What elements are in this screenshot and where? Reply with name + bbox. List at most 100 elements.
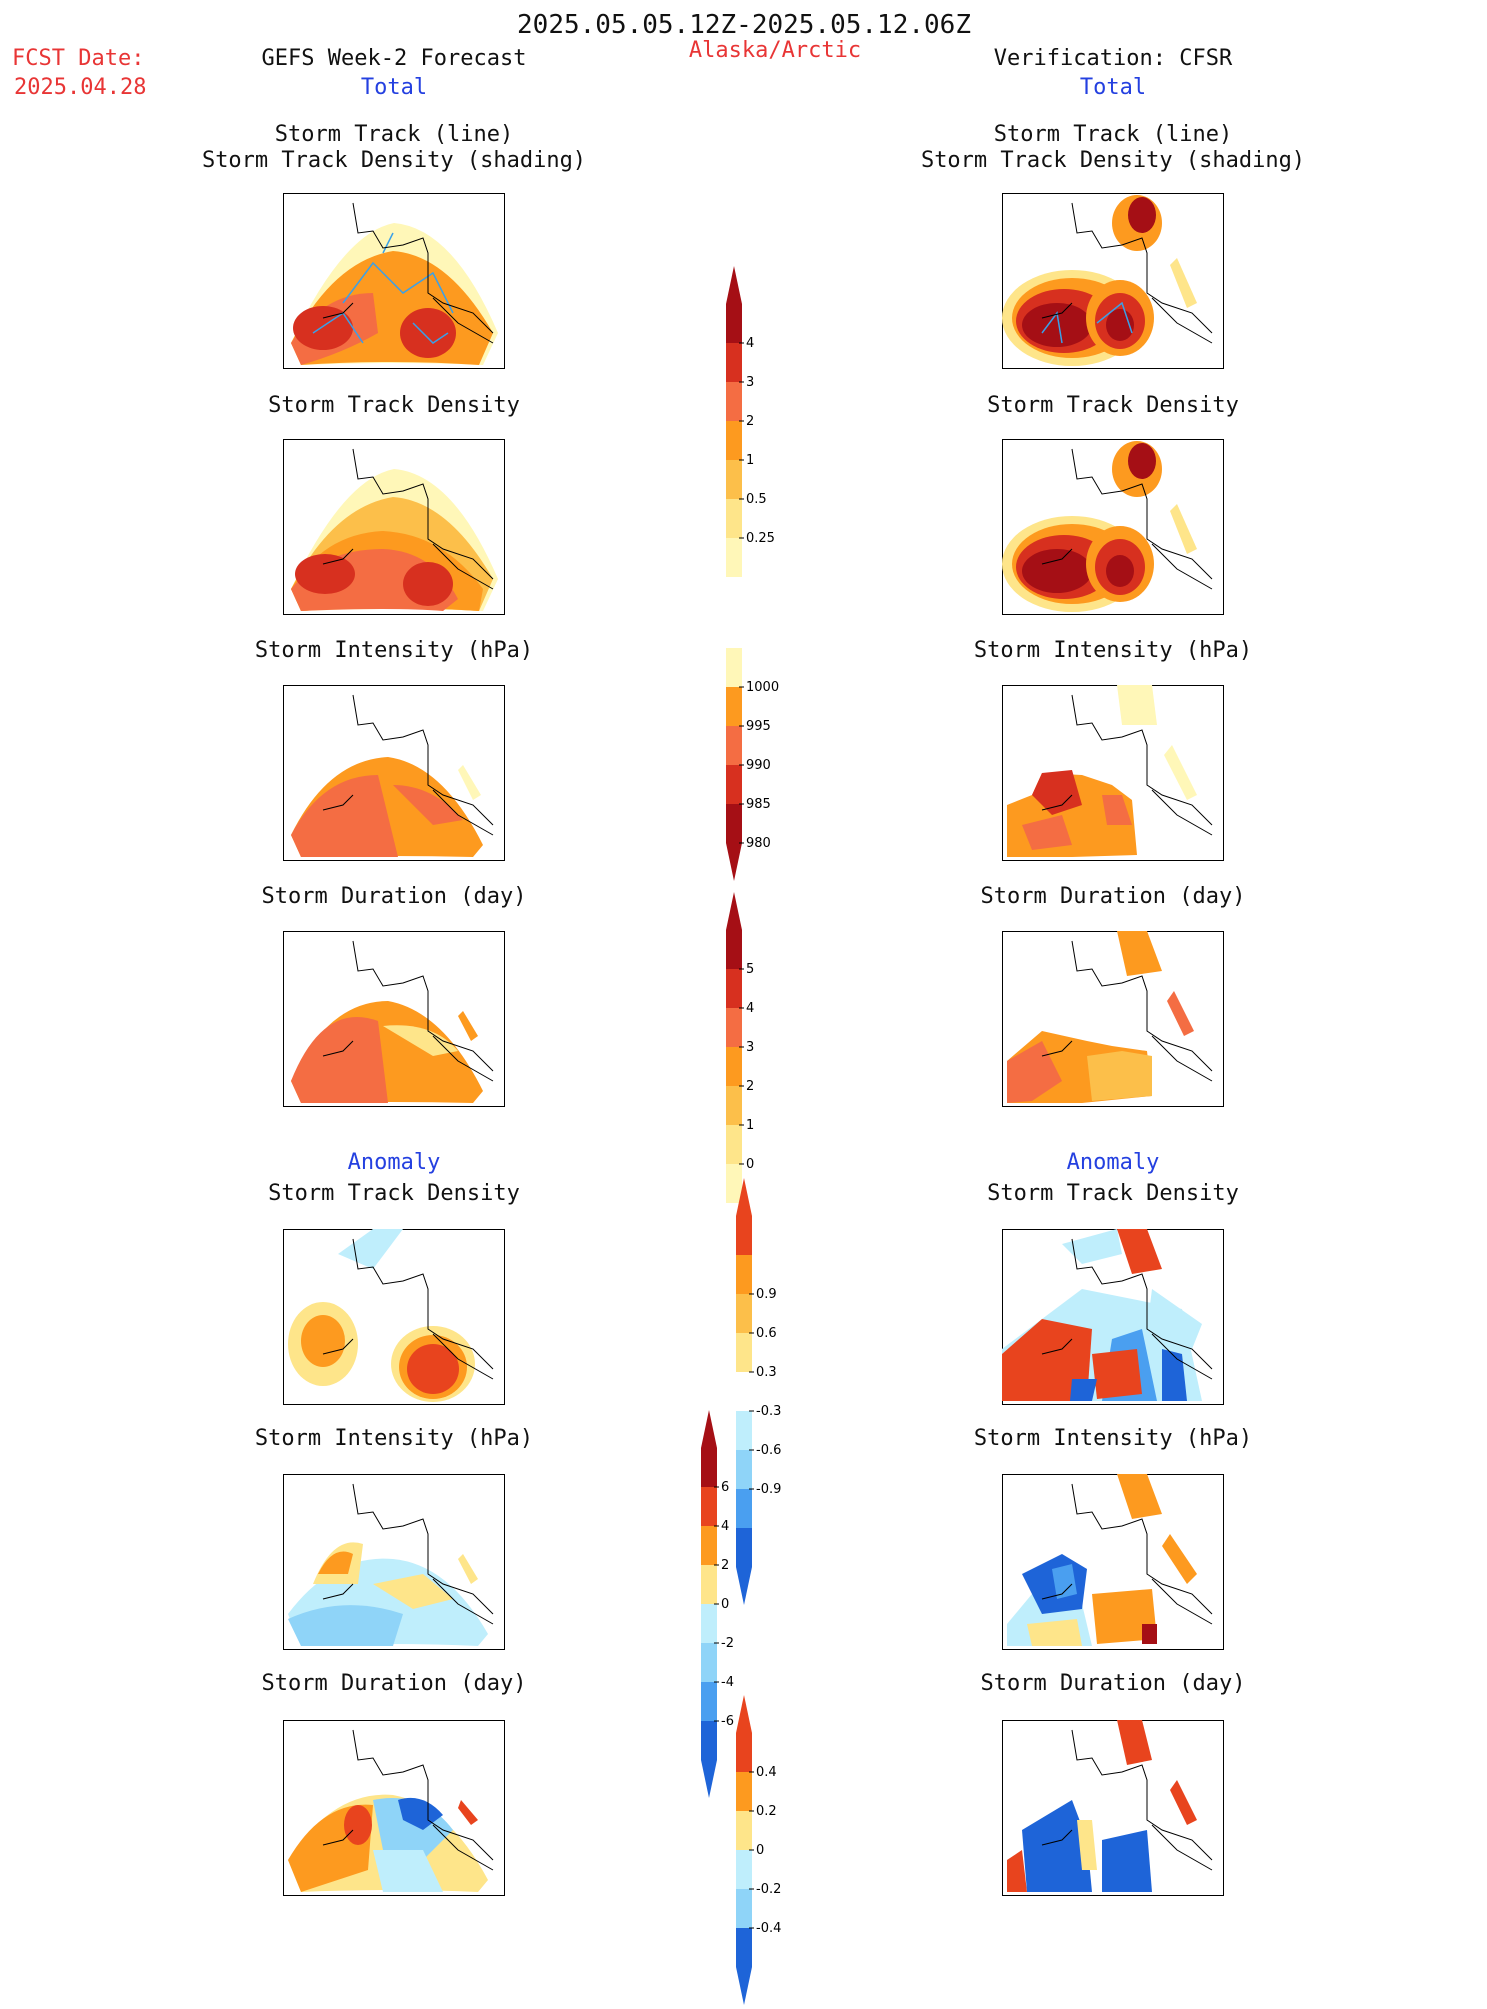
panel-title-duration-anom-left: Storm Duration (day) [261, 1671, 527, 1696]
anomaly-label-left: Anomaly [347, 1150, 441, 1175]
forecast-title: GEFS Week-2 Forecast [261, 46, 527, 71]
density_anom-swatch [736, 1294, 752, 1333]
map-duration-anomaly-left [283, 1720, 505, 1896]
duration_total-swatch [726, 1086, 742, 1125]
colorbar-density-anomaly: 0.9 0.6 0.3 -0.3 -0.6 -0.9 [735, 1178, 805, 1609]
intensity_total-svg: 1000 995 990 985 980 [726, 648, 779, 881]
intensity_anom-label: 0 [721, 1597, 729, 1612]
duration_anom-label: -0.2 [756, 1882, 781, 1897]
density_total-top-arrow [726, 266, 742, 304]
duration_total-label: 1 [746, 1118, 754, 1133]
colorbar-intensity-anomaly: 6 4 2 0 -2 -4 -6 [700, 1410, 770, 1802]
map-duration-anomaly-right [1002, 1720, 1224, 1896]
duration_anom-swatch [736, 1850, 752, 1889]
density_anom-label: -0.3 [756, 1404, 781, 1419]
density_total-swatch [726, 538, 742, 577]
colorbar-intensity-total: 1000 995 990 985 980 [725, 648, 795, 885]
panel-title-density-anom-right: Storm Track Density [987, 1181, 1239, 1206]
density_total-label: 2 [746, 414, 754, 429]
duration_anom-label: 0 [756, 1843, 764, 1858]
panel-title-track-density-shading-right: Storm Track Density (shading) [920, 148, 1306, 173]
density_total-swatch [726, 382, 742, 421]
intensity_total-label: 990 [746, 758, 771, 773]
intensity_total-label: 985 [746, 797, 771, 812]
duration_total-label: 0 [746, 1157, 754, 1172]
fcst-date-value: 2025.04.28 [14, 75, 147, 100]
duration_total-label: 2 [746, 1079, 754, 1094]
density_anom-label: -0.9 [756, 1482, 781, 1497]
total-label-left: Total [360, 75, 428, 100]
intensity_anom-swatch [701, 1721, 717, 1760]
density_anom-swatch [736, 1411, 752, 1450]
density_anom-label: 0.3 [756, 1365, 777, 1380]
duration_anom-label: 0.2 [756, 1804, 777, 1819]
intensity_total-swatch [726, 765, 742, 804]
map-duration-right [1002, 931, 1224, 1107]
date-range-title: 2025.05.05.12Z-2025.05.12.06Z [517, 10, 971, 40]
panel-title-intensity-anom-left: Storm Intensity (hPa) [254, 1426, 534, 1451]
region-title: Alaska/Arctic [688, 38, 862, 63]
map-intensity-anomaly-left [283, 1474, 505, 1650]
intensity_anom-label: -6 [721, 1714, 734, 1729]
duration_total-swatch [726, 969, 742, 1008]
intensity_total-label: 995 [746, 719, 771, 734]
density_anom-label: -0.6 [756, 1443, 781, 1458]
panel-title-track-line-left: Storm Track (line) [274, 122, 514, 147]
density_total-svg: 4 3 2 1 0.5 0.25 [726, 266, 775, 577]
map-density-right [1002, 439, 1224, 615]
map-intensity-right [1002, 685, 1224, 861]
panel-title-duration-anom-right: Storm Duration (day) [980, 1671, 1246, 1696]
duration_anom-swatch [736, 1772, 752, 1811]
panel-title-duration-right: Storm Duration (day) [980, 884, 1246, 909]
intensity_total-swatch [726, 804, 742, 843]
intensity_anom-svg: 6 4 2 0 -2 -4 -6 [701, 1410, 734, 1798]
intensity_anom-swatch [701, 1526, 717, 1565]
duration_anom-swatch [736, 1928, 752, 1967]
intensity_total-label: 980 [746, 836, 771, 851]
fcst-date-label: FCST Date: [12, 46, 145, 71]
duration_anom-label: 0.4 [756, 1765, 777, 1780]
intensity_total-swatch [726, 648, 742, 687]
colorbar-duration-anomaly: 0.4 0.2 0 -0.2 -0.4 [735, 1695, 805, 2009]
panel-title-track-density-shading-left: Storm Track Density (shading) [201, 148, 587, 173]
duration_total-swatch [726, 1047, 742, 1086]
density_total-swatch [726, 499, 742, 538]
intensity_anom-label: 2 [721, 1558, 729, 1573]
map-track-density-shading-right [1002, 193, 1224, 369]
density_total-label: 3 [746, 375, 754, 390]
intensity_anom-label: 4 [721, 1519, 729, 1534]
map-duration-left [283, 931, 505, 1107]
duration_total-swatch [726, 1164, 742, 1203]
density_total-swatch [726, 304, 742, 343]
duration_anom-bottom-arrow [736, 1967, 752, 2005]
map-track-density-shading-left [283, 193, 505, 369]
density_anom-top-arrow [736, 1178, 752, 1216]
duration_total-swatch [726, 1008, 742, 1047]
duration_anom-swatch [736, 1889, 752, 1928]
panel-title-intensity-anom-right: Storm Intensity (hPa) [973, 1426, 1253, 1451]
density_anom-swatch [736, 1372, 752, 1411]
density_anom-bottom-arrow [736, 1567, 752, 1605]
density_total-label: 1 [746, 453, 754, 468]
duration_anom-top-arrow [736, 1695, 752, 1733]
density_total-label: 4 [746, 336, 754, 351]
panel-title-density-anom-left: Storm Track Density [268, 1181, 520, 1206]
intensity_total-label: 1000 [746, 680, 779, 695]
density_anom-swatch [736, 1255, 752, 1294]
density_anom-svg: 0.9 0.6 0.3 -0.3 -0.6 -0.9 [736, 1178, 781, 1605]
duration_total-label: 5 [746, 962, 754, 977]
density_anom-label: 0.6 [756, 1326, 777, 1341]
intensity_anom-swatch [701, 1643, 717, 1682]
duration_total-svg: 5 4 3 2 1 0 [726, 892, 754, 1203]
density_anom-swatch [736, 1216, 752, 1255]
map-density-left [283, 439, 505, 615]
density_anom-label: 0.9 [756, 1287, 777, 1302]
intensity_anom-swatch [701, 1448, 717, 1487]
density_anom-swatch [736, 1528, 752, 1567]
duration_anom-swatch [736, 1811, 752, 1850]
density_total-label: 0.5 [746, 492, 767, 507]
intensity_anom-top-arrow [701, 1410, 717, 1448]
intensity_anom-swatch [701, 1604, 717, 1643]
panel-title-duration-left: Storm Duration (day) [261, 884, 527, 909]
colorbar-density-total: 4 3 2 1 0.5 0.25 [725, 266, 795, 581]
